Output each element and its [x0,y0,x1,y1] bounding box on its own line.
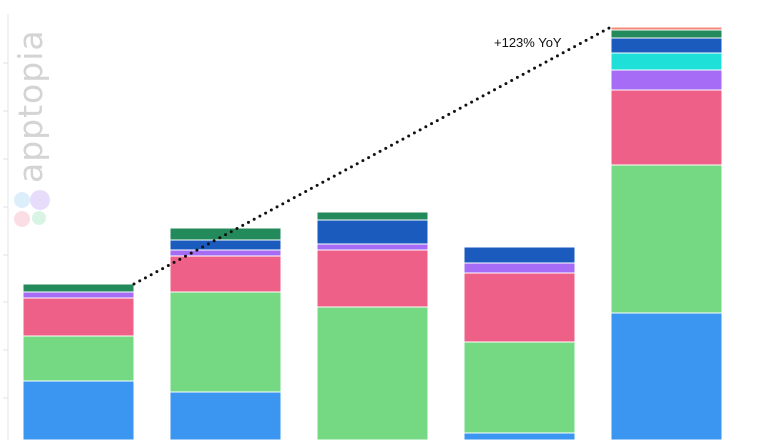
bar-segment [610,37,723,54]
bar-segment [316,306,429,440]
bar-segment [463,272,576,343]
bar-segment [22,297,135,337]
y-axis [3,14,9,440]
watermark-brand-text: apptopia [11,29,50,183]
logo-petal [32,211,46,225]
apptopia-logo-icon [14,190,50,227]
bar-segment [316,219,429,245]
bar-segment [169,239,282,251]
logo-petal [14,192,30,208]
bar-segment [169,391,282,440]
yoy-annotation: +123% YoY [494,35,562,50]
bar-segment [610,52,723,71]
logo-petal [14,211,30,227]
yoy-trend-line [132,25,613,286]
bar-segment [463,262,576,274]
bar-segment [22,283,135,293]
bars [22,26,723,440]
bar-segment [463,341,576,434]
bar-segment [316,249,429,308]
bar-segment [169,255,282,293]
bar-segment [463,432,576,440]
logo-petal [30,190,50,210]
bar-segment [316,243,429,251]
apptopia-watermark: apptopia [11,29,50,227]
bar-segment [610,26,723,31]
bar-segment [316,211,429,221]
bar-segment [610,312,723,440]
bar-segment [22,335,135,382]
bar-segment [610,164,723,314]
bar-segment [463,246,576,264]
bar-segment [610,69,723,91]
bar-segment [610,89,723,166]
trend-layer [132,25,613,286]
bar-segment [22,291,135,299]
bar-segment [22,380,135,440]
bar-segment [610,29,723,39]
bar-segment [169,291,282,393]
bar-segment [169,249,282,257]
